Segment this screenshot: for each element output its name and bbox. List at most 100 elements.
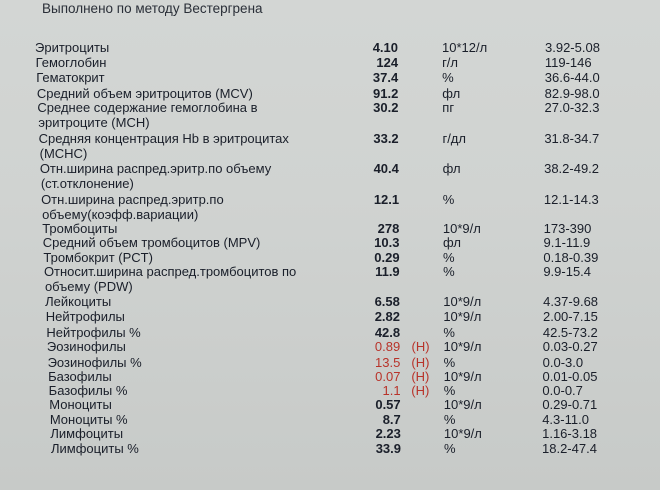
reference-range: 0.0-3.0 [542, 355, 584, 370]
result-value: 1.1 [382, 383, 401, 398]
high-flag: (H) [411, 355, 430, 370]
analyte-name: Базофилы % [48, 383, 128, 398]
result-unit: % [443, 325, 455, 340]
result-unit: % [442, 192, 455, 207]
reference-range: 36.6-44.0 [544, 70, 600, 85]
result-value: 0.07 [375, 369, 401, 384]
reference-range: 0.18-0.39 [543, 250, 599, 265]
result-value: 0.89 [374, 339, 401, 354]
reference-range: 0.01-0.05 [542, 369, 598, 384]
result-value: 2.23 [375, 426, 401, 441]
reference-range: 82.9-98.0 [544, 86, 600, 101]
result-value: 40.4 [373, 161, 399, 176]
analyte-name: Средний объем тромбоцитов (MPV) [42, 235, 261, 250]
result-value: 13.5 [375, 355, 401, 370]
reference-range: 0.0-0.7 [542, 383, 583, 398]
analyte-name: Нейтрофилы % [46, 325, 141, 340]
result-value: 8.7 [382, 412, 401, 427]
analyte-name: Лимфоциты % [51, 441, 139, 456]
result-unit: % [443, 264, 455, 279]
analyte-name: объему (PDW) [44, 279, 133, 294]
analyte-name: Гемоглобин [35, 55, 107, 70]
analyte-name: Среднее содержание гемоглобина в [37, 100, 258, 115]
result-value: 0.29 [374, 250, 400, 265]
result-unit: % [443, 355, 456, 370]
analyte-name: Моноциты [49, 397, 112, 412]
reference-range: 119-146 [544, 55, 592, 70]
result-value: 0.57 [375, 397, 401, 412]
high-flag: (H) [411, 383, 430, 398]
reference-range: 4.3-11.0 [542, 412, 589, 427]
analyte-name: Тромбоциты [42, 221, 118, 236]
high-flag: (H) [411, 369, 430, 384]
result-value: 10.3 [374, 235, 400, 250]
analyte-name: Тромбокрит (PCT) [43, 250, 153, 265]
result-unit: г/дл [442, 131, 466, 146]
reference-range: 27.0-32.3 [544, 100, 600, 115]
reference-range: 173-390 [543, 221, 592, 236]
result-unit: 10*12/л [442, 40, 488, 55]
result-unit: 10*9/л [442, 221, 481, 236]
result-value: 278 [377, 221, 400, 236]
result-unit: % [444, 441, 456, 456]
reference-range: 9.9-15.4 [543, 264, 592, 279]
method-note: Выполнено по методу Вестергрена [42, 1, 263, 16]
result-unit: 10*9/л [443, 426, 482, 441]
analyte-name: эритроците (МСН) [38, 115, 150, 130]
result-unit: 10*9/л [443, 294, 482, 309]
analyte-name: (МСНС) [39, 146, 88, 161]
reference-range: 1.16-3.18 [542, 426, 598, 441]
result-value: 42.8 [374, 325, 401, 340]
result-unit: 10*9/л [443, 369, 482, 384]
result-value: 124 [376, 55, 399, 70]
result-unit: фл [442, 235, 461, 250]
analyte-name: Средний объем эритроцитов (MCV) [36, 86, 253, 101]
result-unit: % [442, 70, 454, 85]
result-value: 91.2 [373, 86, 399, 101]
result-unit: % [443, 383, 456, 398]
result-value: 33.9 [375, 441, 401, 456]
reference-range: 0.29-0.71 [542, 397, 598, 412]
reference-range: 18.2-47.4 [542, 441, 597, 456]
result-value: 2.82 [374, 309, 400, 324]
reference-range: 2.00-7.15 [542, 309, 598, 324]
result-unit: пг [442, 100, 455, 115]
result-unit: фл [442, 86, 461, 101]
analyte-name: Гематокрит [36, 70, 105, 85]
reference-range: 3.92-5.08 [545, 40, 600, 55]
high-flag: (H) [411, 339, 430, 354]
result-unit: % [443, 250, 455, 265]
result-unit: 10*9/л [443, 397, 482, 412]
result-unit: г/л [442, 55, 459, 70]
reference-range: 4.37-9.68 [543, 294, 599, 309]
reference-range: 0.03-0.27 [542, 339, 598, 354]
result-value: 30.2 [373, 100, 399, 115]
result-value: 33.2 [373, 131, 399, 146]
result-value: 11.9 [375, 264, 400, 279]
result-value: 12.1 [373, 192, 400, 207]
analyte-name: объему(коэфф.вариации) [42, 207, 199, 222]
result-value: 37.4 [372, 70, 399, 85]
result-value: 4.10 [372, 40, 398, 55]
analyte-name: Эозинофилы % [47, 355, 142, 370]
result-value: 6.58 [374, 294, 400, 309]
reference-range: 38.2-49.2 [544, 161, 600, 176]
result-unit: 10*9/л [443, 309, 482, 324]
result-unit: % [443, 412, 456, 427]
analyte-name: Эритроциты [35, 40, 110, 55]
analyte-name: Нейтрофилы [45, 309, 125, 324]
result-unit: 10*9/л [443, 339, 482, 354]
analyte-name: Средняя концентрация Hb в эритроцитах [38, 131, 289, 146]
reference-range: 12.1-14.3 [543, 192, 599, 207]
analyte-name: (ст.отклонение) [40, 176, 134, 191]
reference-range: 31.8-34.7 [544, 131, 600, 146]
analyte-name: Лейкоциты [45, 294, 112, 309]
reference-range: 42.5-73.2 [542, 325, 598, 340]
reference-range: 9.1-11.9 [543, 235, 591, 250]
result-unit: фл [442, 161, 461, 176]
analyte-name: Лимфоциты [50, 426, 124, 441]
analyte-name: Отн.ширина распред.эритр.по объему [39, 161, 272, 176]
analyte-name: Базофилы [48, 369, 112, 384]
analyte-name: Отн.ширина распред.эритр.по [41, 192, 224, 207]
